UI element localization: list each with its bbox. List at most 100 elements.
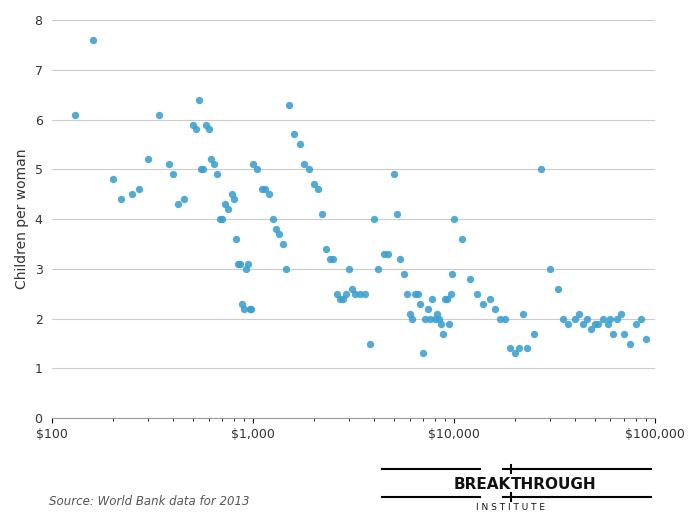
Point xyxy=(242,260,253,268)
Point xyxy=(412,290,423,298)
Point xyxy=(630,320,641,328)
Point xyxy=(349,290,360,298)
Point xyxy=(605,314,616,323)
Point xyxy=(354,290,365,298)
Point xyxy=(407,314,418,323)
Point xyxy=(211,170,223,179)
Point xyxy=(464,275,475,283)
Point xyxy=(195,165,206,173)
Point xyxy=(478,300,489,308)
Point xyxy=(417,350,428,358)
Point xyxy=(422,304,433,313)
Point xyxy=(328,255,339,263)
Point xyxy=(505,344,516,353)
Point xyxy=(427,294,438,303)
Point xyxy=(163,160,174,169)
Point xyxy=(522,344,533,353)
Point xyxy=(592,320,603,328)
Point xyxy=(187,121,198,129)
Point xyxy=(536,165,547,173)
Point xyxy=(270,225,281,233)
Point xyxy=(200,121,211,129)
Point xyxy=(553,285,564,293)
Point xyxy=(234,260,246,268)
Point xyxy=(398,270,409,278)
Point xyxy=(134,185,145,193)
Text: THROUGH: THROUGH xyxy=(511,477,596,492)
Point xyxy=(612,314,623,323)
Point xyxy=(274,230,285,238)
Point xyxy=(143,155,154,163)
Point xyxy=(404,310,415,318)
Point xyxy=(312,185,323,193)
Point xyxy=(246,304,257,313)
Point xyxy=(263,190,274,199)
Point xyxy=(153,111,164,119)
Point xyxy=(267,215,279,223)
Point xyxy=(369,215,380,223)
Point xyxy=(252,165,263,173)
Point xyxy=(441,294,452,303)
Point xyxy=(391,210,402,219)
Point xyxy=(237,300,248,308)
Point xyxy=(589,320,600,328)
Point xyxy=(509,350,520,358)
Point xyxy=(484,294,495,303)
Point xyxy=(528,330,540,338)
Point xyxy=(337,294,349,303)
Point xyxy=(443,320,454,328)
Point xyxy=(308,180,319,189)
Point xyxy=(294,140,305,149)
Point xyxy=(431,310,442,318)
Point xyxy=(602,320,613,328)
Point xyxy=(216,215,228,223)
Point xyxy=(618,330,629,338)
Point xyxy=(574,310,585,318)
Point xyxy=(190,125,202,134)
Y-axis label: Children per woman: Children per woman xyxy=(15,149,29,289)
Point xyxy=(239,304,250,313)
Point xyxy=(197,165,208,173)
Point xyxy=(401,290,412,298)
Point xyxy=(88,36,99,44)
Point xyxy=(203,125,214,134)
Point xyxy=(415,300,426,308)
Point xyxy=(324,255,335,263)
Point xyxy=(438,330,449,338)
Point xyxy=(209,160,220,169)
Point xyxy=(608,330,619,338)
Point xyxy=(410,290,421,298)
Point xyxy=(425,314,436,323)
Point xyxy=(636,314,647,323)
Point xyxy=(440,294,451,303)
Point xyxy=(388,170,399,179)
Point xyxy=(597,314,608,323)
Point xyxy=(500,314,511,323)
Point xyxy=(449,215,460,223)
Text: BREAK: BREAK xyxy=(454,477,511,492)
Point xyxy=(127,190,138,199)
Point xyxy=(244,304,256,313)
Point xyxy=(316,210,328,219)
Point xyxy=(395,255,406,263)
Point xyxy=(624,340,636,348)
Point xyxy=(304,165,315,173)
Point xyxy=(283,101,294,109)
Point xyxy=(545,265,556,273)
Point xyxy=(364,340,375,348)
Point xyxy=(240,265,251,273)
Point xyxy=(373,265,384,273)
Point xyxy=(489,304,500,313)
Point xyxy=(167,170,178,179)
Point xyxy=(379,250,390,258)
Point xyxy=(340,290,351,298)
Point xyxy=(585,324,596,333)
Point xyxy=(359,290,370,298)
Point xyxy=(435,320,447,328)
Point xyxy=(107,175,118,183)
Point xyxy=(578,320,589,328)
Point xyxy=(513,344,524,353)
Point xyxy=(445,290,456,298)
Text: Source: World Bank data for 2013: Source: World Bank data for 2013 xyxy=(49,495,249,508)
Point xyxy=(256,185,267,193)
